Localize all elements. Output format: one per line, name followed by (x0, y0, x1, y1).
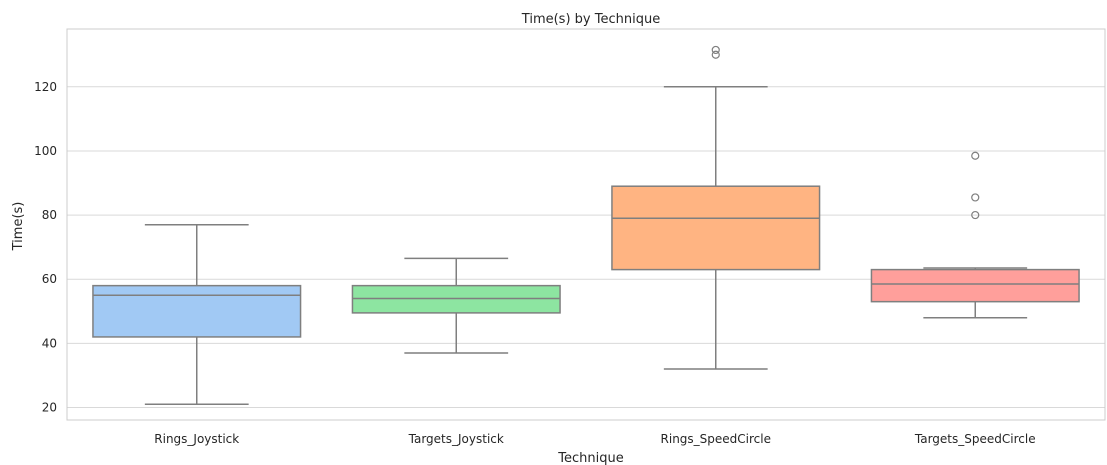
iqr-box (611, 185, 821, 271)
x-tick-label: Rings_Joystick (154, 432, 239, 446)
y-tick-labels: 20 40 60 80 100 120 (34, 80, 57, 415)
outlier-point (971, 151, 980, 160)
box-Targets_Joystick (351, 257, 561, 354)
box-Rings_SpeedCircle (611, 45, 821, 370)
iqr-box (870, 268, 1080, 303)
x-tick-label: Rings_SpeedCircle (661, 432, 771, 446)
outlier-point (971, 193, 980, 202)
outlier-point (711, 50, 720, 59)
y-tick-label: 20 (42, 401, 57, 415)
outlier-point (971, 210, 980, 220)
y-tick-label: 60 (42, 272, 57, 286)
x-tick-labels: Rings_Joystick Targets_Joystick Rings_Spee… (154, 432, 1035, 446)
iqr-box (92, 284, 302, 338)
x-tick-label: Targets_Joystick (408, 432, 504, 446)
iqr-box (351, 284, 561, 314)
plot-frame (66, 28, 1106, 421)
box-Rings_Joystick (92, 223, 302, 406)
y-tick-label: 80 (42, 208, 57, 222)
chart-title: Time(s) by Technique (521, 12, 660, 27)
box-Targets_SpeedCircle (870, 151, 1080, 319)
y-tick-label: 120 (34, 80, 57, 94)
x-axis-label: Technique (557, 451, 623, 465)
boxes (92, 45, 1080, 406)
y-axis-label: Time(s) (11, 202, 26, 252)
x-tick-label: Targets_SpeedCircle (914, 432, 1036, 446)
grid-lines (67, 86, 1105, 408)
y-tick-label: 100 (34, 144, 57, 158)
y-tick-label: 40 (42, 336, 57, 350)
outlier-point (711, 45, 720, 55)
